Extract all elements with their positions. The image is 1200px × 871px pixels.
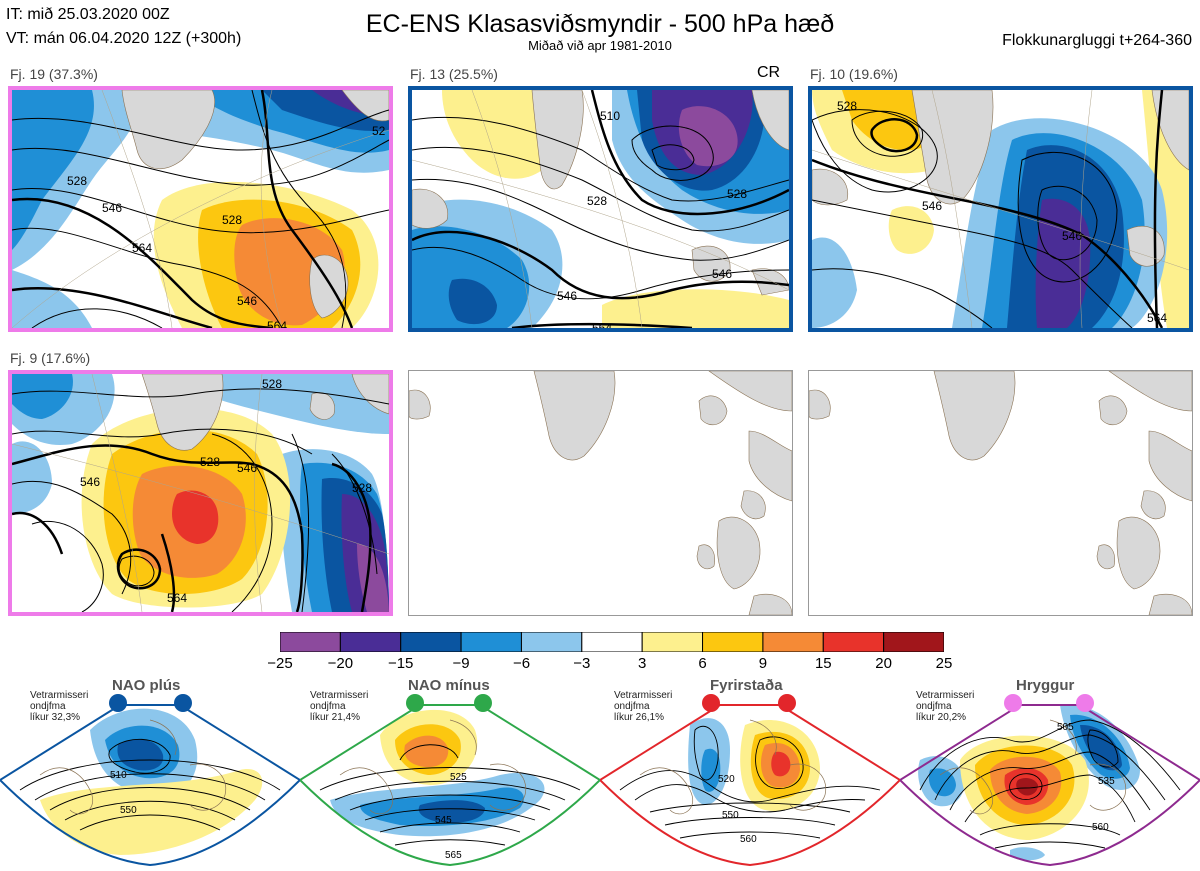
contour-label: 525 <box>450 772 467 783</box>
colorbar-swatch <box>822 631 885 653</box>
regime-stat-line: Vetrarmisseri <box>614 690 673 701</box>
colorbar-swatch <box>339 631 402 653</box>
cluster-map-2: 510 528 528 546 564 546 <box>408 86 793 332</box>
contour-label: 550 <box>120 805 137 816</box>
regime-nao-minus: Vetrarmisseri ondjfma líkur 21,4% NAO mí… <box>300 677 600 871</box>
classification-window-label: Flokkunargluggi t+264-360 <box>1002 32 1192 49</box>
contour-label: 546 <box>712 267 732 281</box>
contour-label: 528 <box>222 213 242 227</box>
contour-label: 546 <box>237 294 257 308</box>
colorbar-swatch <box>520 631 583 653</box>
cluster-1-label: Fj. 19 (37.3%) <box>10 66 98 82</box>
colorbar-tick-label: 3 <box>638 655 647 672</box>
contour-label: 528 <box>67 174 87 188</box>
colorbar-tick-label: 20 <box>875 655 892 672</box>
cluster-map-3: 528 546 546 564 <box>808 86 1193 332</box>
colorbar-tick-label: 9 <box>758 655 768 672</box>
contour-label: 528 <box>587 194 607 208</box>
cluster-2-label: Fj. 13 (25.5%) <box>410 66 498 82</box>
colorbar-tick-label: −25 <box>267 655 293 672</box>
regime-title: NAO mínus <box>408 677 490 694</box>
contour-label: 528 <box>262 377 282 391</box>
regime-stat-line: ondjfma <box>310 701 346 712</box>
contour-label: 528 <box>200 455 220 469</box>
empty-map-6 <box>808 370 1193 616</box>
cluster-3-label: Fj. 10 (19.6%) <box>810 66 898 82</box>
contour-label: 564 <box>267 319 287 328</box>
contour-label: 564 <box>592 321 612 328</box>
colorbar-tick-label: 6 <box>698 655 707 672</box>
colorbar-tick-label: −9 <box>452 655 470 672</box>
regime-stat-line: líkur 21,4% <box>310 712 361 723</box>
contour-label: 505 <box>1057 722 1074 733</box>
contour-label: 528 <box>727 187 747 201</box>
contour-label: 546 <box>80 475 100 489</box>
contour-label: 546 <box>237 461 257 475</box>
empty-map-5 <box>408 370 793 616</box>
regime-stat-line: ondjfma <box>30 701 66 712</box>
contour-label: 546 <box>922 199 942 213</box>
regime-title: NAO plús <box>112 677 181 694</box>
regime-stat-line: líkur 32,3% <box>30 712 81 723</box>
contour-label: 564 <box>167 591 187 605</box>
colorbar-swatch <box>279 631 341 653</box>
regime-stat-line: líkur 26,1% <box>614 712 665 723</box>
colorbar-tick-label: 15 <box>814 655 832 672</box>
contour-label: 546 <box>557 289 577 303</box>
contour-label: 565 <box>445 850 462 861</box>
colorbar-tick-label: 25 <box>935 655 953 672</box>
contour-label: 520 <box>718 774 735 785</box>
contour-label: 560 <box>740 834 757 845</box>
contour-label: 535 <box>1098 776 1115 787</box>
regime-stat-line: líkur 20,2% <box>916 712 967 723</box>
valid-time-label: VT: mán 06.04.2020 12Z (+300h) <box>6 30 242 47</box>
colorbar-tick-label: −15 <box>387 655 414 672</box>
contour-label: 546 <box>1062 229 1082 243</box>
cluster-map-4: 528 546 528 546 564 528 <box>8 370 393 616</box>
regime-title: Hryggur <box>1016 677 1075 694</box>
regime-stat-line: Vetrarmisseri <box>30 690 89 701</box>
initial-time-label: IT: mið 25.03.2020 00Z <box>6 6 170 23</box>
contour-label: 510 <box>110 770 127 781</box>
colorbar-swatch <box>883 631 945 653</box>
contour-label: 52 <box>372 124 386 138</box>
cluster-map-1: 546 564 528 546 564 528 52 <box>8 86 393 332</box>
colorbar-tick-label: −6 <box>512 655 531 672</box>
contour-label: 550 <box>722 810 739 821</box>
contour-label: 560 <box>1092 822 1109 833</box>
regime-stat-line: Vetrarmisseri <box>310 690 369 701</box>
colorbar-swatch <box>702 631 764 653</box>
contour-label: 528 <box>352 481 372 495</box>
regime-nao-plus: Vetrarmisseri ondjfma líkur 32,3% NAO pl… <box>0 677 300 871</box>
colorbar-swatch <box>641 631 704 653</box>
contour-label: 564 <box>1147 311 1167 325</box>
colorbar-swatch <box>762 631 824 653</box>
colorbar-swatch <box>460 631 522 653</box>
regime-stat-line: Vetrarmisseri <box>916 690 975 701</box>
cluster-4-label: Fj. 9 (17.6%) <box>10 350 91 366</box>
regime-title: Fyrirstaða <box>710 677 783 694</box>
contour-label: 545 <box>435 815 452 826</box>
contour-label: 528 <box>837 99 857 113</box>
colorbar <box>279 631 945 657</box>
page-title: EC-ENS Klasasviðsmyndir - 500 hPa hæð <box>365 10 835 38</box>
colorbar-swatch <box>581 631 643 653</box>
regime-stat-line: ondjfma <box>614 701 650 712</box>
colorbar-tick-label: −20 <box>327 655 354 672</box>
contour-label: 510 <box>600 109 620 123</box>
contour-label: 564 <box>132 241 152 255</box>
regime-ridge: Vetrarmisseri ondjfma líkur 20,2% Hryggu… <box>900 677 1200 871</box>
regime-stat-line: ondjfma <box>916 701 952 712</box>
regime-blocking: Vetrarmisseri ondjfma líkur 26,1% Fyrirs… <box>600 677 900 871</box>
colorbar-tick-label: −3 <box>573 655 591 672</box>
colorbar-swatch <box>400 631 462 653</box>
cr-marker: CR <box>757 64 781 81</box>
contour-label: 546 <box>102 201 122 215</box>
page-subtitle: Miðað við apr 1981-2010 <box>528 38 672 53</box>
